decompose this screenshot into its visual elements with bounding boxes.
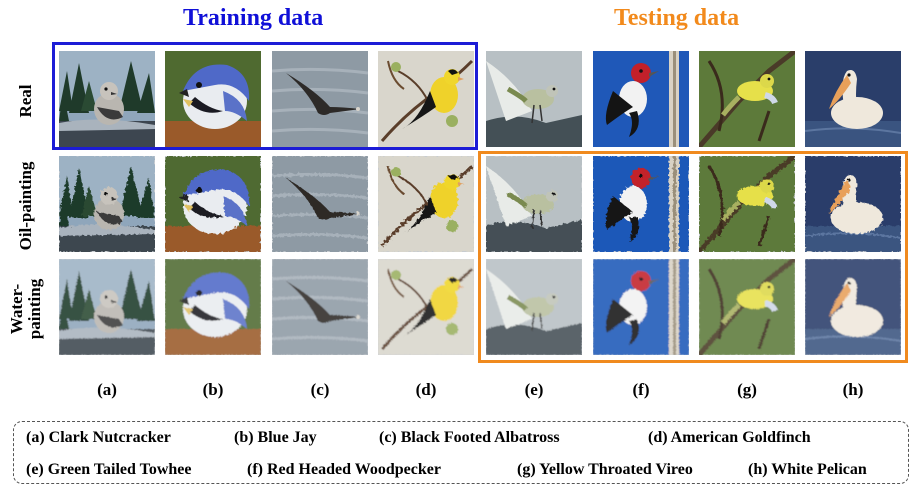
bird-image (593, 51, 689, 147)
bird-image (272, 156, 368, 252)
legend-item-clark-nutcracker: (a) Clark Nutcracker (26, 429, 171, 446)
image-oil-painting-black-footed-albatross (272, 156, 368, 252)
image-real-american-goldfinch (378, 51, 474, 147)
bird-image (486, 156, 582, 252)
column-label: (h) (842, 380, 864, 399)
legend-item-yellow-throated-vireo: (g) Yellow Throated Vireo (517, 461, 693, 478)
testing-data-title: Testing data (614, 5, 740, 31)
bird-image (805, 259, 901, 355)
bird-image (593, 259, 689, 355)
image-water-painting-green-tailed-towhee (486, 259, 582, 355)
image-oil-painting-blue-jay (165, 156, 261, 252)
bird-image (378, 259, 474, 355)
bird-image (805, 156, 901, 252)
image-oil-painting-yellow-throated-vireo (699, 156, 795, 252)
row-label-line: Oil-painting (16, 161, 35, 251)
image-real-blue-jay (165, 51, 261, 147)
row-label-water-painting: Water-painting (7, 249, 44, 369)
image-water-painting-black-footed-albatross (272, 259, 368, 355)
image-real-clark-nutcracker (59, 51, 155, 147)
row-label-oil-painting: Oil-painting (16, 146, 35, 266)
legend-item-american-goldfinch: (d) American Goldfinch (648, 429, 811, 446)
column-label: (d) (415, 380, 437, 399)
legend-item-red-headed-woodpecker: (f) Red Headed Woodpecker (247, 461, 441, 478)
column-label: (b) (202, 380, 224, 399)
legend-item-white-pelican: (h) White Pelican (748, 461, 867, 478)
image-real-yellow-throated-vireo (699, 51, 795, 147)
bird-image (378, 51, 474, 147)
bird-image (272, 51, 368, 147)
column-label: (f) (632, 380, 650, 399)
row-label-line: painting (25, 278, 44, 340)
image-real-red-headed-woodpecker (593, 51, 689, 147)
bird-image (59, 51, 155, 147)
image-oil-painting-green-tailed-towhee (486, 156, 582, 252)
row-label-line: Water- (7, 283, 26, 335)
image-real-black-footed-albatross (272, 51, 368, 147)
image-real-white-pelican (805, 51, 901, 147)
legend-box (13, 421, 909, 484)
bird-image (593, 156, 689, 252)
row-label-real: Real (16, 41, 35, 161)
bird-image (805, 51, 901, 147)
bird-image (272, 259, 368, 355)
image-oil-painting-white-pelican (805, 156, 901, 252)
bird-image (486, 259, 582, 355)
image-oil-painting-clark-nutcracker (59, 156, 155, 252)
image-real-green-tailed-towhee (486, 51, 582, 147)
bird-image (486, 51, 582, 147)
image-water-painting-blue-jay (165, 259, 261, 355)
column-label: (g) (737, 380, 757, 399)
legend-item-green-tailed-towhee: (e) Green Tailed Towhee (26, 461, 192, 478)
legend-item-blue-jay: (b) Blue Jay (234, 429, 317, 446)
bird-image (165, 259, 261, 355)
image-water-painting-white-pelican (805, 259, 901, 355)
bird-image (59, 259, 155, 355)
bird-image (699, 156, 795, 252)
image-water-painting-red-headed-woodpecker (593, 259, 689, 355)
row-label-line: Real (16, 84, 35, 118)
image-water-painting-clark-nutcracker (59, 259, 155, 355)
training-data-box (52, 42, 478, 150)
image-oil-painting-red-headed-woodpecker (593, 156, 689, 252)
testing-data-box (478, 151, 908, 363)
bird-image (165, 156, 261, 252)
bird-image (699, 51, 795, 147)
image-oil-painting-american-goldfinch (378, 156, 474, 252)
bird-image (59, 156, 155, 252)
bird-image (699, 259, 795, 355)
column-label: (c) (310, 380, 330, 399)
image-water-painting-american-goldfinch (378, 259, 474, 355)
bird-image (378, 156, 474, 252)
image-water-painting-yellow-throated-vireo (699, 259, 795, 355)
column-label: (e) (524, 380, 544, 399)
column-label: (a) (97, 380, 117, 399)
training-data-title: Training data (183, 5, 324, 31)
legend-item-black-footed-albatross: (c) Black Footed Albatross (379, 429, 560, 446)
bird-image (165, 51, 261, 147)
